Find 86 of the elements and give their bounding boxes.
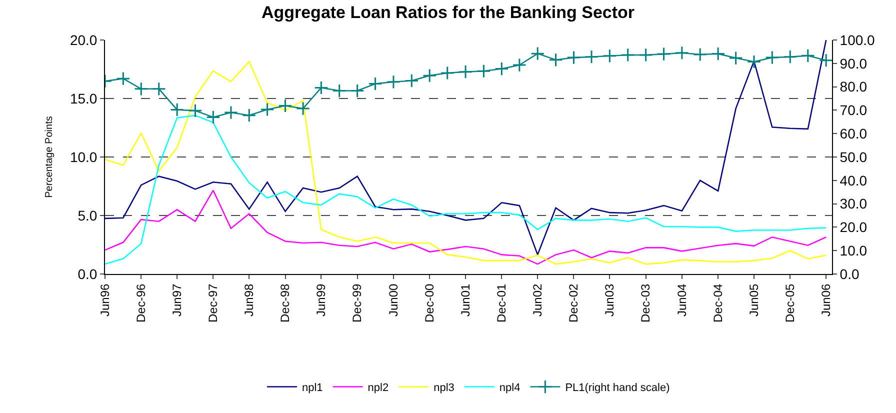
- point: [656, 46, 671, 62]
- y2-tick-label: 90.0: [840, 55, 868, 72]
- x-tick-label: Jun00: [386, 283, 400, 317]
- y2-tick-label: 30.0: [840, 196, 868, 212]
- point: [404, 74, 419, 88]
- point: [188, 104, 202, 118]
- x-tick-label: Dec-04: [710, 283, 725, 322]
- line-series: [105, 114, 827, 265]
- point: [476, 64, 491, 78]
- legend-label: npl4: [499, 382, 520, 394]
- point: [548, 52, 563, 67]
- x-tick-label: Dec-01: [494, 283, 509, 322]
- x-tick-label: Jun99: [314, 283, 328, 317]
- point: [728, 50, 743, 66]
- point: [386, 74, 401, 89]
- x-tick-label: Jun04: [674, 283, 689, 317]
- point: [711, 46, 726, 61]
- y2-tick-label: 70.0: [840, 102, 868, 118]
- point: [584, 50, 599, 64]
- point: [783, 50, 798, 64]
- point: [350, 84, 364, 98]
- x-tick-label: Jun02: [530, 283, 545, 317]
- point: [693, 47, 708, 62]
- point: [242, 108, 256, 122]
- y-tick-label: 15.0: [70, 90, 98, 106]
- point: [602, 48, 617, 63]
- point: [116, 72, 130, 86]
- y-axis-title: Percentage Points: [44, 116, 55, 198]
- x-tick-label: Dec-03: [638, 283, 653, 322]
- point: [224, 105, 238, 120]
- point: [765, 50, 780, 65]
- legend-label: npl2: [368, 382, 389, 394]
- point: [314, 80, 328, 95]
- y-tick-label: 20.0: [70, 32, 98, 48]
- x-tick-label: Dec-02: [566, 283, 581, 322]
- x-tick-label: Jun96: [98, 283, 112, 317]
- y2-tick-label: 80.0: [840, 78, 868, 95]
- y2-tick-label: 0.0: [840, 266, 860, 282]
- y2-tick-label: 40.0: [840, 172, 868, 188]
- legend-label: npl3: [434, 382, 454, 394]
- y-tick-label: 10.0: [70, 148, 98, 165]
- point: [512, 58, 526, 72]
- x-tick-label: Dec-97: [206, 283, 220, 322]
- x-tick-label: Dec-00: [422, 283, 436, 322]
- y-tick-label: 5.0: [78, 207, 98, 224]
- y-tick-label: 0.0: [78, 266, 98, 282]
- x-tick-label: Jun03: [602, 283, 617, 317]
- line-series: [105, 190, 827, 265]
- x-tick-label: Jun01: [458, 283, 472, 317]
- point: [566, 50, 581, 65]
- x-tick-label: Dec-98: [278, 283, 292, 322]
- point: [206, 110, 220, 124]
- x-tick-label: Jun05: [746, 283, 761, 317]
- x-tick-label: Jun06: [818, 283, 833, 317]
- legend-label: npl1: [302, 382, 323, 394]
- x-tick-label: Jun97: [170, 283, 184, 317]
- point: [530, 46, 545, 61]
- point: [494, 62, 509, 76]
- point: [674, 46, 689, 60]
- point: [422, 68, 437, 83]
- x-tick-label: Dec-99: [350, 283, 364, 322]
- y2-tick-label: 50.0: [840, 148, 868, 165]
- legend-label: PL1(right hand scale): [565, 382, 670, 394]
- chart-title: Aggregate Loan Ratios for the Banking Sector: [261, 3, 635, 22]
- point: [368, 76, 382, 91]
- x-tick-label: Dec-05: [783, 283, 798, 322]
- y2-tick-label: 20.0: [840, 219, 868, 236]
- point: [134, 82, 148, 96]
- point: [746, 54, 762, 69]
- point: [440, 66, 454, 80]
- point: [170, 102, 184, 117]
- point: [458, 64, 473, 79]
- y2-tick-label: 60.0: [840, 126, 868, 142]
- point: [800, 48, 815, 63]
- point: [296, 102, 310, 116]
- point: [620, 48, 635, 62]
- point: [332, 84, 346, 98]
- y2-tick-label: 10.0: [840, 242, 868, 258]
- point: [819, 53, 832, 68]
- x-tick-label: Jun98: [242, 283, 256, 317]
- point: [152, 82, 166, 96]
- x-tick-label: Dec-96: [134, 283, 148, 322]
- point: [260, 102, 274, 117]
- point: [278, 98, 292, 113]
- y2-tick-label: 100.0: [840, 32, 876, 48]
- point: [638, 48, 653, 62]
